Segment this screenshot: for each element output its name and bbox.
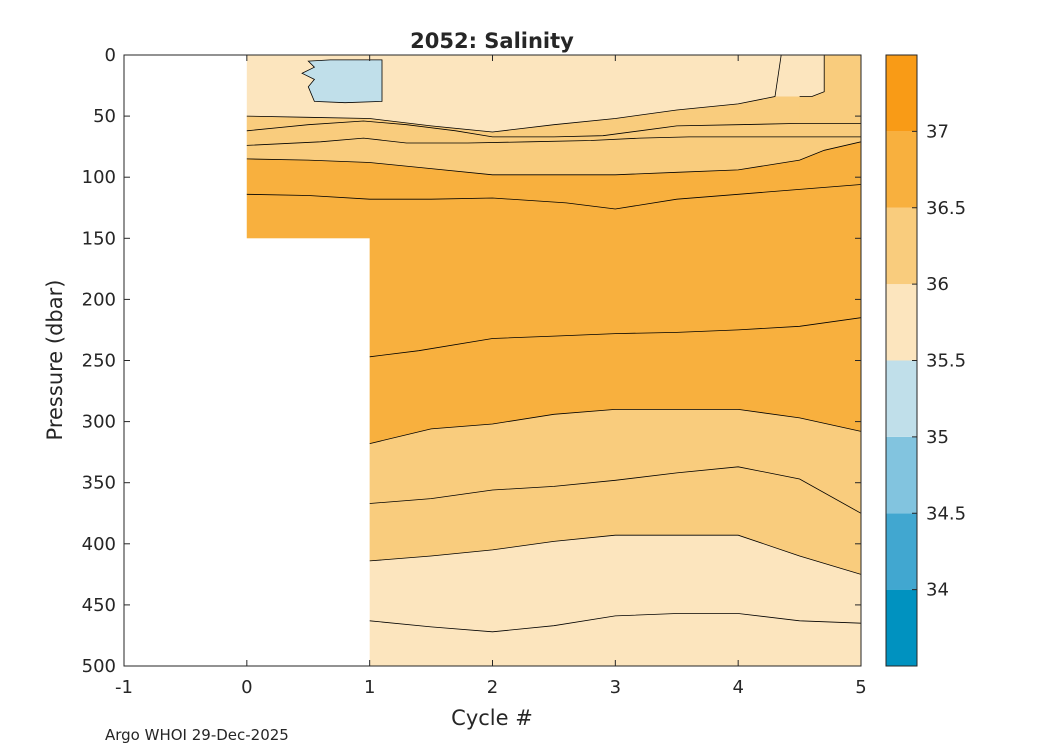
x-axis: -1 0 1 2 3 4 5 <box>115 55 867 698</box>
y-tick-label: 400 <box>82 534 116 555</box>
isoline-surface-front <box>246 55 782 133</box>
y-axis-label: Pressure (dbar) <box>43 280 67 441</box>
colorbar-band <box>886 436 917 514</box>
colorbar-band <box>886 589 917 666</box>
colorbar-tick-label: 37 <box>926 121 949 142</box>
y-tick-label: 500 <box>82 656 116 677</box>
colorbar: 34 34.5 35 35.5 36 36.5 37 <box>886 55 966 666</box>
colorbar-band <box>886 284 917 361</box>
fill-deep-band <box>369 409 861 575</box>
colorbar-tick-label: 35.5 <box>926 351 966 372</box>
plot-area <box>124 55 861 666</box>
y-tick-label: 150 <box>82 228 116 249</box>
fill-upper-band-2 <box>246 121 861 146</box>
colorbar-tick-label: 36.5 <box>926 198 966 219</box>
colorbar-band <box>886 55 917 132</box>
isoline-upper-1 <box>246 120 861 138</box>
y-tick-label: 0 <box>105 45 116 66</box>
y-tick-label: 300 <box>82 412 116 433</box>
colorbar-tick-label: 34.5 <box>926 503 966 524</box>
colorbar-band <box>886 207 917 285</box>
x-tick-label: 0 <box>241 677 252 698</box>
y-tick-label: 200 <box>82 289 116 310</box>
colorbar-band <box>886 131 917 208</box>
x-tick-label: 1 <box>364 677 375 698</box>
fill-surface-east <box>799 55 861 124</box>
x-axis-label: Cycle # <box>451 706 533 730</box>
contour-fills <box>246 55 861 666</box>
colorbar-band <box>886 360 917 437</box>
fill-upper-band <box>246 96 861 137</box>
y-axis: 0 50 100 150 200 250 300 350 400 450 500 <box>82 45 861 677</box>
fill-region-0 <box>301 59 383 104</box>
y-tick-label: 250 <box>82 351 116 372</box>
x-tick-label: 5 <box>855 677 866 698</box>
isoline-deep-3 <box>369 466 861 514</box>
colorbar-frame <box>885 54 918 667</box>
source-note: Argo WHOI 29-Dec-2025 <box>105 726 289 744</box>
isoline-surface-front-east <box>799 55 825 97</box>
y-tick-label: 100 <box>82 167 116 188</box>
x-tick-label: -1 <box>115 677 133 698</box>
isoline-deep-2 <box>369 408 861 444</box>
chart-title: 2052: Salinity <box>410 29 574 53</box>
x-tick-label: 2 <box>487 677 498 698</box>
y-tick-label: 350 <box>82 473 116 494</box>
y-tick-label: 450 <box>82 595 116 616</box>
isoline-deep-5 <box>369 613 861 633</box>
isoline-deep-4 <box>369 534 861 575</box>
fill-core <box>246 141 861 444</box>
isoline-upper-3 <box>246 141 861 176</box>
y-tick-label: 50 <box>93 106 116 127</box>
x-tick-label: 4 <box>732 677 743 698</box>
x-tick-label: 3 <box>610 677 621 698</box>
colorbar-tick-label: 36 <box>926 274 949 295</box>
colorbar-tick-label: 35 <box>926 427 949 448</box>
isoline-upper-2 <box>246 136 861 146</box>
contour-lines <box>246 55 861 633</box>
isoline-deep-1 <box>369 317 861 358</box>
colorbar-tick-label: 34 <box>926 580 949 601</box>
colorbar-band <box>886 513 917 590</box>
isoline-mid-1 <box>246 184 861 210</box>
